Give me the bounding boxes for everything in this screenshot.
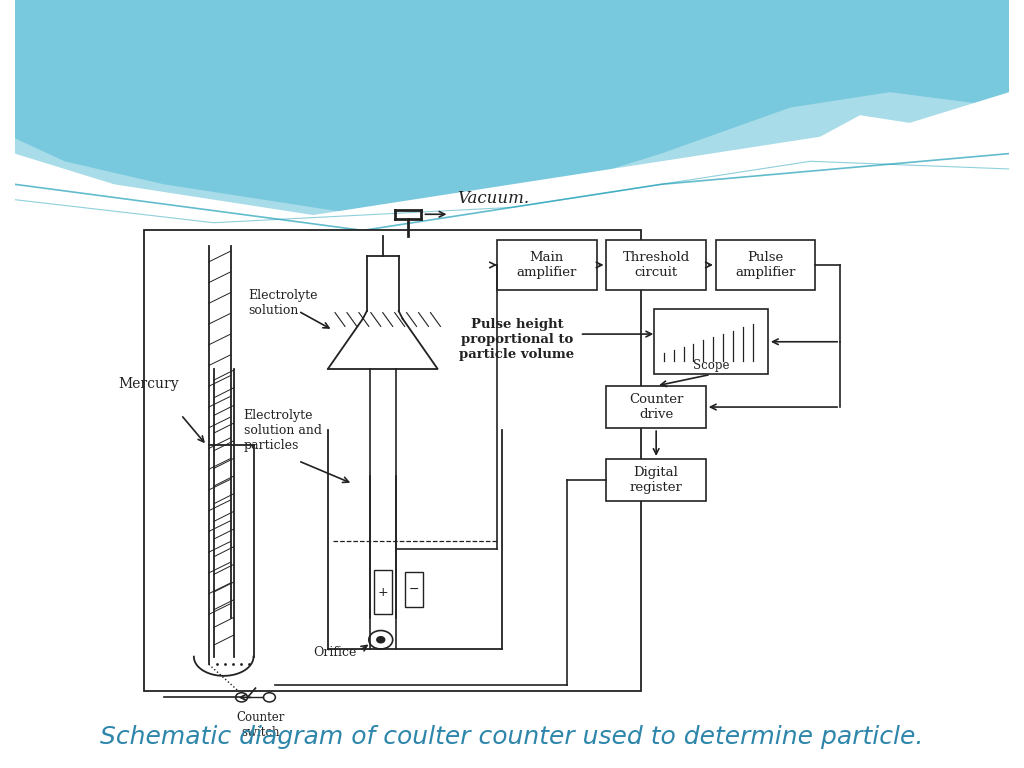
Bar bbox=[606, 386, 706, 429]
Bar bbox=[497, 240, 597, 290]
Polygon shape bbox=[15, 0, 1009, 215]
Polygon shape bbox=[15, 92, 1009, 768]
Polygon shape bbox=[15, 0, 1009, 246]
Text: Electrolyte
solution: Electrolyte solution bbox=[249, 290, 318, 317]
Text: Counter
drive: Counter drive bbox=[629, 393, 683, 421]
Bar bbox=[144, 230, 641, 691]
Bar bbox=[404, 572, 423, 607]
Bar bbox=[374, 570, 392, 614]
Text: −: − bbox=[409, 583, 419, 595]
Text: Vacuum.: Vacuum. bbox=[458, 190, 529, 207]
Circle shape bbox=[377, 637, 385, 643]
Bar bbox=[716, 240, 815, 290]
Bar bbox=[606, 459, 706, 502]
Text: Threshold
circuit: Threshold circuit bbox=[623, 251, 690, 279]
Bar bbox=[606, 240, 706, 290]
Text: Schematic diagram of coulter counter used to determine particle.: Schematic diagram of coulter counter use… bbox=[100, 725, 924, 750]
Bar bbox=[653, 310, 768, 375]
Text: Electrolyte
solution and
particles: Electrolyte solution and particles bbox=[244, 409, 322, 452]
Text: Scope: Scope bbox=[692, 359, 729, 372]
Text: Mercury: Mercury bbox=[119, 377, 179, 391]
Text: +: + bbox=[378, 586, 388, 598]
Text: Pulse
amplifier: Pulse amplifier bbox=[735, 251, 796, 279]
Text: Orifice: Orifice bbox=[313, 647, 356, 659]
Text: Pulse height
proportional to
particle volume: Pulse height proportional to particle vo… bbox=[460, 318, 574, 361]
Text: Main
amplifier: Main amplifier bbox=[517, 251, 577, 279]
Text: Counter
switch: Counter switch bbox=[237, 711, 285, 739]
Text: Digital
register: Digital register bbox=[630, 466, 683, 494]
